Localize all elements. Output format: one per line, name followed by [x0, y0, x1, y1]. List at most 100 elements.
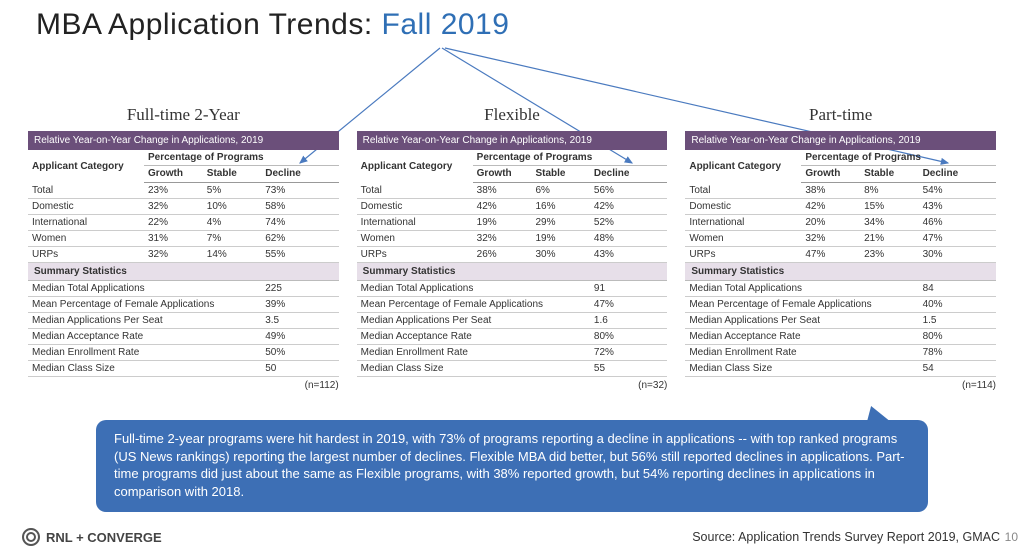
col-growth: Growth	[144, 166, 203, 183]
cell: 32%	[473, 231, 532, 247]
stat-value: 80%	[919, 329, 996, 345]
cell: 43%	[919, 199, 996, 215]
data-table: Relative Year-on-Year Change in Applicat…	[685, 131, 996, 377]
cell: 34%	[860, 215, 918, 231]
callout-text: Full-time 2-year programs were hit harde…	[114, 431, 905, 499]
stat-value: 91	[590, 281, 667, 297]
table-row: URPs32%14%55%	[28, 247, 339, 263]
col-pct: Percentage of Programs	[144, 150, 339, 166]
stat-value: 72%	[590, 345, 667, 361]
col-stable: Stable	[531, 166, 589, 183]
cell: 16%	[531, 199, 589, 215]
table-row: Women31%7%62%	[28, 231, 339, 247]
stat-value: 1.6	[590, 313, 667, 329]
col-applicant: Applicant Category	[357, 150, 473, 183]
tables-row: Full-time 2-Year Relative Year-on-Year Ch…	[28, 105, 996, 391]
stat-value: 49%	[261, 329, 338, 345]
stat-label: Median Acceptance Rate	[357, 329, 590, 345]
stat-value: 39%	[261, 297, 338, 313]
cell: 54%	[919, 183, 996, 199]
data-table: Relative Year-on-Year Change in Applicat…	[28, 131, 339, 377]
cell: 10%	[203, 199, 261, 215]
stat-row: Median Total Applications91	[357, 281, 668, 297]
cell: 46%	[919, 215, 996, 231]
table-row: International22%4%74%	[28, 215, 339, 231]
page-title: MBA Application Trends: Fall 2019	[36, 8, 509, 42]
stat-value: 40%	[919, 297, 996, 313]
stat-label: Mean Percentage of Female Applications	[357, 297, 590, 313]
page-number: 10	[1005, 530, 1018, 544]
col-stable: Stable	[203, 166, 261, 183]
col-pct: Percentage of Programs	[801, 150, 996, 166]
stat-value: 225	[261, 281, 338, 297]
stat-row: Median Total Applications84	[685, 281, 996, 297]
table-header-bar: Relative Year-on-Year Change in Applicat…	[685, 131, 996, 150]
cell: 47%	[801, 247, 860, 263]
cell: 19%	[473, 215, 532, 231]
stat-row: Median Class Size54	[685, 361, 996, 377]
logo-ring-icon	[22, 528, 40, 546]
footer-logo: RNL + CONVERGE	[22, 528, 162, 546]
stat-label: Median Acceptance Rate	[28, 329, 261, 345]
col-applicant: Applicant Category	[685, 150, 801, 183]
stat-label: Median Acceptance Rate	[685, 329, 918, 345]
stat-label: Median Applications Per Seat	[28, 313, 261, 329]
cell: 30%	[531, 247, 589, 263]
table-row: URPs47%23%30%	[685, 247, 996, 263]
stat-label: Mean Percentage of Female Applications	[28, 297, 261, 313]
cell: 32%	[144, 247, 203, 263]
summary-header: Summary Statistics	[685, 263, 996, 281]
row-label: Total	[28, 183, 144, 199]
stat-label: Median Enrollment Rate	[28, 345, 261, 361]
row-label: Women	[685, 231, 801, 247]
cell: 55%	[261, 247, 338, 263]
stat-value: 54	[919, 361, 996, 377]
cell: 7%	[203, 231, 261, 247]
row-label: Total	[357, 183, 473, 199]
col-growth: Growth	[801, 166, 860, 183]
summary-header: Summary Statistics	[357, 263, 668, 281]
slide: MBA Application Trends: Fall 2019 Full-t…	[0, 0, 1024, 556]
cell: 48%	[590, 231, 667, 247]
stat-label: Median Enrollment Rate	[685, 345, 918, 361]
stat-label: Median Class Size	[28, 361, 261, 377]
cell: 38%	[473, 183, 532, 199]
cell: 23%	[144, 183, 203, 199]
row-label: International	[28, 215, 144, 231]
table-row: URPs26%30%43%	[357, 247, 668, 263]
stat-row: Median Enrollment Rate50%	[28, 345, 339, 361]
stat-value: 47%	[590, 297, 667, 313]
stat-value: 78%	[919, 345, 996, 361]
stat-row: Median Applications Per Seat3.5	[28, 313, 339, 329]
stat-label: Median Total Applications	[685, 281, 918, 297]
col-growth: Growth	[473, 166, 532, 183]
data-table: Relative Year-on-Year Change in Applicat…	[357, 131, 668, 377]
stat-row: Median Applications Per Seat1.6	[357, 313, 668, 329]
row-label: International	[685, 215, 801, 231]
row-label: Domestic	[685, 199, 801, 215]
table-row: Domestic42%15%43%	[685, 199, 996, 215]
panel-title: Part-time	[685, 105, 996, 125]
table-row: Total38%6%56%	[357, 183, 668, 199]
cell: 5%	[203, 183, 261, 199]
cell: 19%	[531, 231, 589, 247]
stat-row: Median Class Size55	[357, 361, 668, 377]
table-row: Total23%5%73%	[28, 183, 339, 199]
cell: 42%	[801, 199, 860, 215]
cell: 31%	[144, 231, 203, 247]
cell: 30%	[919, 247, 996, 263]
cell: 43%	[590, 247, 667, 263]
panel-0: Full-time 2-Year Relative Year-on-Year Ch…	[28, 105, 339, 391]
col-applicant: Applicant Category	[28, 150, 144, 183]
stat-row: Median Total Applications225	[28, 281, 339, 297]
stat-row: Mean Percentage of Female Applications39…	[28, 297, 339, 313]
cell: 22%	[144, 215, 203, 231]
cell: 47%	[919, 231, 996, 247]
row-label: Total	[685, 183, 801, 199]
table-header-bar: Relative Year-on-Year Change in Applicat…	[357, 131, 668, 150]
cell: 32%	[801, 231, 860, 247]
summary-header: Summary Statistics	[28, 263, 339, 281]
cell: 29%	[531, 215, 589, 231]
panel-title: Full-time 2-Year	[28, 105, 339, 125]
row-label: Women	[28, 231, 144, 247]
